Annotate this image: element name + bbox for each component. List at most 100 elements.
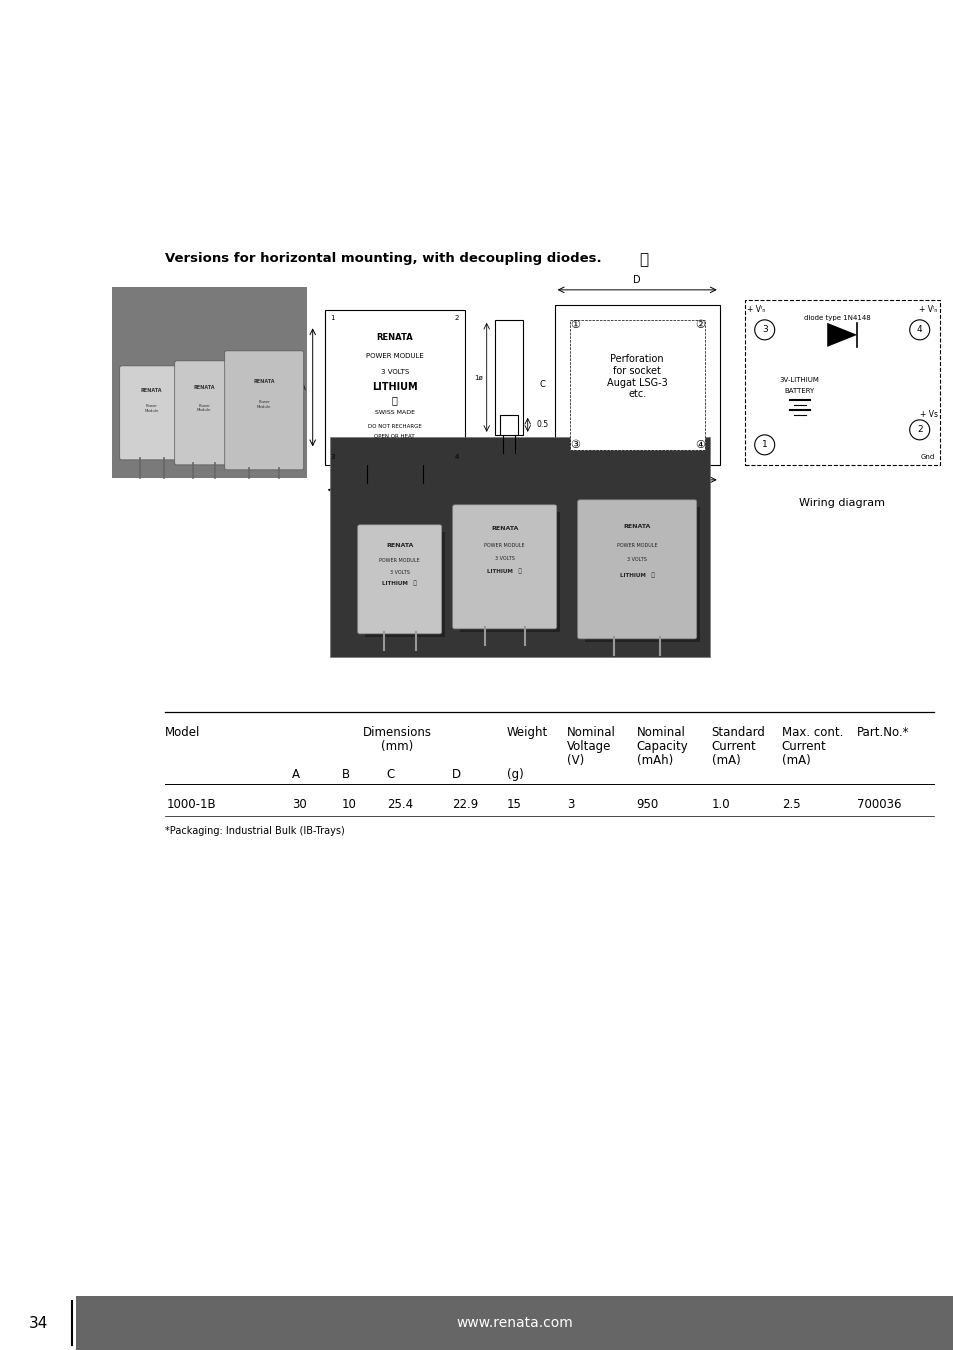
- Text: Voltage: Voltage: [566, 740, 611, 753]
- Text: Perforation
for socket
Augat LSG-3
etc.: Perforation for socket Augat LSG-3 etc.: [606, 355, 667, 400]
- Text: Capacity: Capacity: [636, 740, 688, 753]
- Text: 2: 2: [916, 425, 922, 435]
- Text: Nominal: Nominal: [566, 726, 615, 738]
- Text: + Vs: + Vs: [919, 410, 937, 420]
- Text: Ⓤ: Ⓤ: [392, 394, 397, 405]
- Text: Current: Current: [781, 740, 825, 753]
- Bar: [110, 285, 953, 479]
- Polygon shape: [826, 323, 857, 347]
- Text: Nominal: Nominal: [636, 726, 685, 738]
- Text: 4: 4: [916, 325, 922, 335]
- Text: 3 VOLTS: 3 VOLTS: [380, 369, 409, 375]
- Text: A: A: [392, 497, 397, 506]
- Text: 3V-LITHIUM: 3V-LITHIUM: [779, 377, 819, 383]
- Text: RENATA: RENATA: [386, 543, 413, 548]
- Text: 4: 4: [454, 454, 458, 460]
- Text: 1000-1B: 1000-1B: [167, 798, 216, 811]
- Text: D: D: [633, 275, 640, 285]
- Text: 3 VOLTS: 3 VOLTS: [390, 570, 409, 575]
- Text: D: D: [451, 768, 460, 780]
- Text: RENATA: RENATA: [193, 385, 214, 390]
- Text: diode type 1N4148: diode type 1N4148: [803, 315, 870, 321]
- FancyBboxPatch shape: [357, 525, 441, 634]
- Text: (mA): (mA): [711, 753, 740, 767]
- Text: LITHIUM   Ⓤ: LITHIUM Ⓤ: [619, 572, 654, 578]
- Text: RENATA: RENATA: [491, 526, 517, 531]
- Text: 3 VOLTS: 3 VOLTS: [627, 558, 646, 563]
- Text: Power
Module: Power Module: [256, 401, 271, 409]
- Text: BATTERY: BATTERY: [783, 387, 814, 394]
- Text: RENATA: RENATA: [253, 379, 274, 385]
- Text: ①: ①: [569, 320, 579, 329]
- Text: 0.5: 0.5: [537, 420, 548, 429]
- Text: www.renata.com: www.renata.com: [456, 1316, 573, 1330]
- Text: 30: 30: [292, 798, 306, 811]
- Text: OPEN OR HEAT: OPEN OR HEAT: [374, 435, 415, 440]
- Text: 3: 3: [330, 454, 335, 460]
- Text: Encapsulated Batteries: Encapsulated Batteries: [127, 36, 746, 81]
- Text: ④: ④: [694, 440, 704, 450]
- FancyBboxPatch shape: [174, 360, 233, 464]
- Text: 2: 2: [454, 315, 458, 321]
- Text: LITHIUM   Ⓤ: LITHIUM Ⓤ: [382, 580, 416, 586]
- Text: B: B: [341, 768, 350, 780]
- Bar: [112, 286, 306, 478]
- Text: 25.4: 25.4: [386, 798, 413, 811]
- Text: C: C: [386, 768, 395, 780]
- Text: 22.9: 22.9: [451, 798, 477, 811]
- Text: For plug-in: For plug-in: [127, 126, 253, 150]
- Text: *Packaging: Industrial Bulk (IB-Trays): *Packaging: Industrial Bulk (IB-Trays): [165, 826, 344, 836]
- Text: 700036: 700036: [856, 798, 901, 811]
- Text: Part.No.*: Part.No.*: [856, 726, 908, 738]
- Text: RENATA: RENATA: [375, 333, 413, 343]
- Text: Power
Module: Power Module: [197, 404, 212, 412]
- Text: LITHIUM   Ⓤ: LITHIUM Ⓤ: [487, 568, 521, 575]
- Text: RENATA: RENATA: [141, 387, 162, 393]
- Bar: [569, 320, 704, 450]
- Text: Power
Module: Power Module: [144, 404, 159, 413]
- Text: Gnd: Gnd: [920, 454, 934, 460]
- Text: C: C: [539, 381, 545, 389]
- Text: SWISS MADE: SWISS MADE: [375, 409, 415, 414]
- Text: DO NOT RECHARGE: DO NOT RECHARGE: [368, 424, 421, 428]
- Bar: [459, 512, 559, 632]
- Text: 34: 34: [29, 1315, 48, 1331]
- FancyBboxPatch shape: [225, 351, 303, 470]
- Bar: [499, 414, 517, 435]
- Text: RENATA: RENATA: [623, 524, 650, 529]
- Bar: [324, 310, 464, 464]
- Text: 1: 1: [330, 315, 335, 321]
- Text: top view: top view: [371, 498, 418, 508]
- Text: 3: 3: [761, 325, 767, 335]
- Text: ②: ②: [694, 320, 704, 329]
- Text: C: C: [633, 485, 639, 495]
- Text: (g): (g): [506, 768, 523, 780]
- Text: Current: Current: [711, 740, 756, 753]
- Text: renata: renata: [862, 120, 920, 135]
- Text: 1.0: 1.0: [711, 798, 730, 811]
- Text: 10: 10: [341, 798, 356, 811]
- Text: batteries: batteries: [875, 148, 927, 162]
- Text: 5: 5: [481, 460, 486, 468]
- Text: layout top view: layout top view: [594, 498, 679, 508]
- Text: (Power Modules): (Power Modules): [654, 46, 869, 70]
- Text: 3: 3: [566, 798, 574, 811]
- Bar: [364, 532, 444, 637]
- Bar: [584, 506, 699, 641]
- Circle shape: [909, 320, 929, 340]
- Text: POWER MODULE: POWER MODULE: [379, 558, 419, 563]
- Text: 2.5: 2.5: [781, 798, 800, 811]
- Text: Dimensions: Dimensions: [362, 726, 432, 738]
- Text: POWER MODULE: POWER MODULE: [365, 354, 423, 359]
- Bar: [330, 437, 709, 657]
- FancyBboxPatch shape: [119, 366, 184, 460]
- Text: 950: 950: [636, 798, 659, 811]
- Text: A: A: [292, 768, 299, 780]
- Circle shape: [754, 435, 774, 455]
- Text: POWER MODULE: POWER MODULE: [484, 543, 524, 548]
- FancyBboxPatch shape: [453, 505, 557, 629]
- Text: (mA): (mA): [781, 753, 810, 767]
- Text: (mAh): (mAh): [636, 753, 672, 767]
- Circle shape: [754, 320, 774, 340]
- Text: POWER MODULE: POWER MODULE: [617, 543, 657, 548]
